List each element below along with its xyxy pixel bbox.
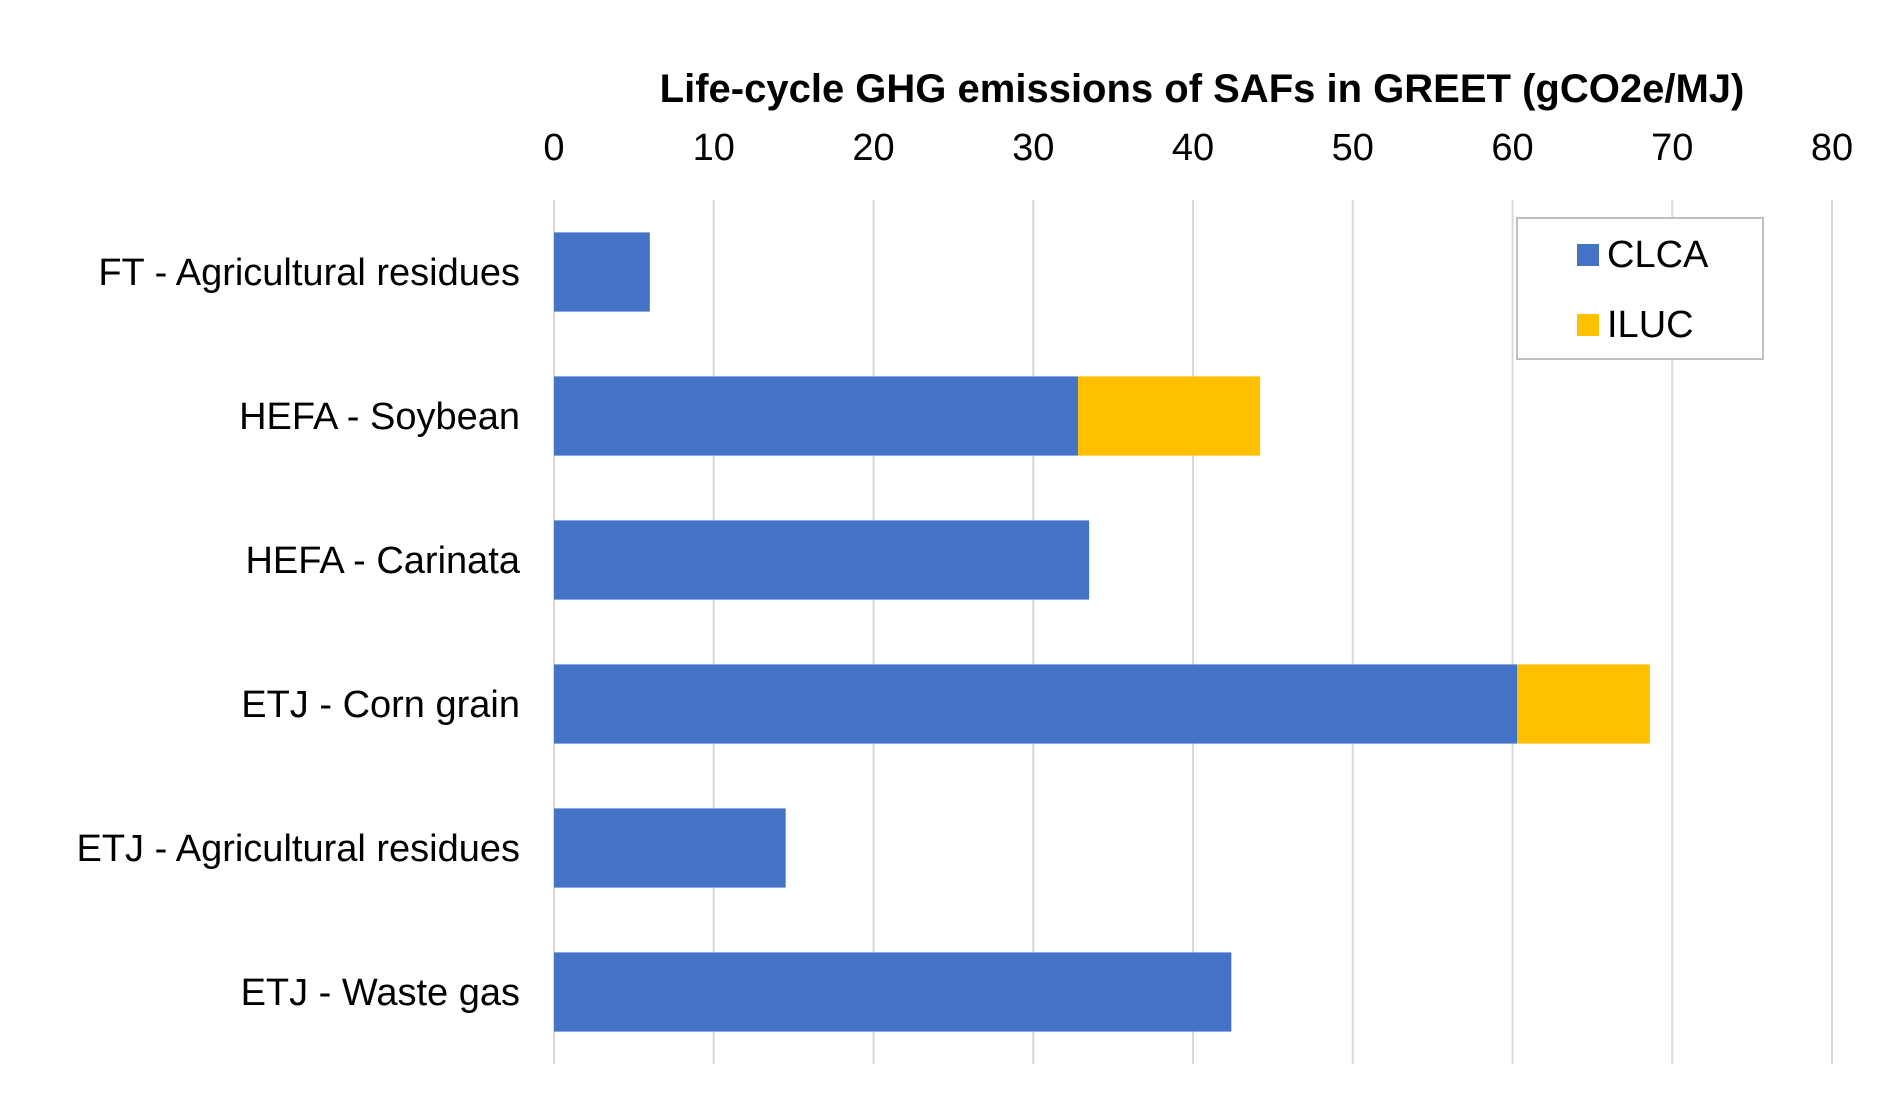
x-tick-label: 60 (1491, 127, 1533, 169)
x-tick-label: 40 (1172, 127, 1214, 169)
category-labels: FT - Agricultural residues HEFA - Soybean… (77, 252, 521, 1014)
legend-label-iluc: ILUC (1607, 304, 1694, 346)
category-label: ETJ - Agricultural residues (77, 828, 521, 870)
category-label: FT - Agricultural residues (98, 252, 520, 294)
category-label: HEFA - Carinata (245, 540, 520, 582)
x-tick-label: 80 (1811, 127, 1853, 169)
legend-swatch-clca (1577, 244, 1599, 266)
chart-title: Life-cycle GHG emissions of SAFs in GREE… (660, 67, 1745, 111)
legend-box (1516, 217, 1764, 360)
x-tick-label: 20 (852, 127, 894, 169)
bar-clca-0 (554, 232, 650, 312)
legend: CLCA ILUC (1516, 217, 1764, 360)
category-label: ETJ - Waste gas (241, 972, 520, 1014)
bar-iluc-1 (1077, 376, 1261, 456)
legend-swatch-iluc (1577, 314, 1599, 336)
bar-clca-3 (554, 664, 1518, 744)
bar-clca-2 (554, 520, 1090, 600)
legend-label-clca: CLCA (1607, 234, 1709, 276)
bar-clca-4 (554, 808, 786, 888)
bar-iluc-3 (1517, 664, 1650, 744)
x-tick-label: 30 (1012, 127, 1054, 169)
x-tick-label: 10 (693, 127, 735, 169)
x-axis-ticks: 0 10 20 30 40 50 60 70 80 (543, 127, 1853, 169)
gridlines (553, 200, 1833, 1064)
x-tick-label: 50 (1332, 127, 1374, 169)
bars (554, 232, 1650, 1032)
bar-clca-5 (554, 952, 1232, 1032)
bar-clca-1 (554, 376, 1078, 456)
x-tick-label: 0 (543, 127, 564, 169)
category-label: HEFA - Soybean (239, 396, 520, 438)
x-tick-label: 70 (1651, 127, 1693, 169)
category-label: ETJ - Corn grain (241, 684, 520, 726)
